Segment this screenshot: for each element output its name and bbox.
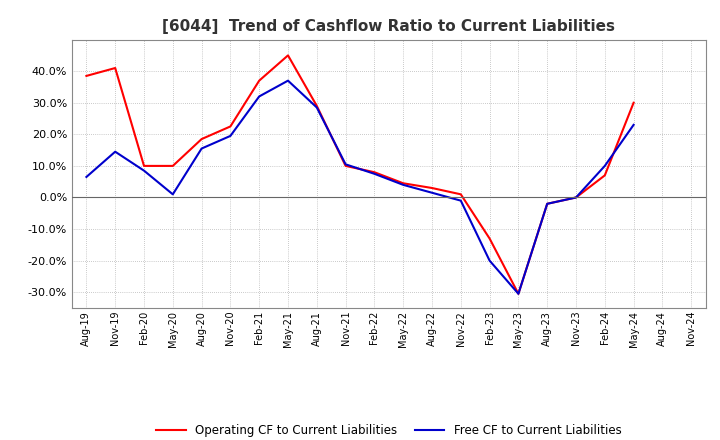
Free CF to Current Liabilities: [312, 105, 321, 110]
Free CF to Current Liabilities: [140, 168, 148, 173]
Free CF to Current Liabilities: [485, 258, 494, 263]
Free CF to Current Liabilities: [600, 163, 609, 169]
Operating CF to Current Liabilities: [197, 136, 206, 142]
Free CF to Current Liabilities: [428, 190, 436, 195]
Free CF to Current Liabilities: [255, 94, 264, 99]
Free CF to Current Liabilities: [543, 201, 552, 206]
Free CF to Current Liabilities: [399, 182, 408, 187]
Operating CF to Current Liabilities: [428, 185, 436, 191]
Operating CF to Current Liabilities: [629, 100, 638, 106]
Operating CF to Current Liabilities: [370, 169, 379, 175]
Free CF to Current Liabilities: [341, 161, 350, 167]
Free CF to Current Liabilities: [82, 174, 91, 180]
Title: [6044]  Trend of Cashflow Ratio to Current Liabilities: [6044] Trend of Cashflow Ratio to Curren…: [162, 19, 616, 34]
Operating CF to Current Liabilities: [255, 78, 264, 83]
Operating CF to Current Liabilities: [111, 66, 120, 71]
Operating CF to Current Liabilities: [312, 103, 321, 109]
Operating CF to Current Liabilities: [82, 73, 91, 79]
Operating CF to Current Liabilities: [456, 192, 465, 197]
Operating CF to Current Liabilities: [514, 291, 523, 297]
Free CF to Current Liabilities: [456, 198, 465, 203]
Free CF to Current Liabilities: [572, 195, 580, 200]
Free CF to Current Liabilities: [168, 192, 177, 197]
Free CF to Current Liabilities: [514, 291, 523, 297]
Free CF to Current Liabilities: [111, 149, 120, 154]
Operating CF to Current Liabilities: [485, 236, 494, 241]
Operating CF to Current Liabilities: [168, 163, 177, 169]
Line: Free CF to Current Liabilities: Free CF to Current Liabilities: [86, 81, 634, 294]
Operating CF to Current Liabilities: [341, 163, 350, 169]
Operating CF to Current Liabilities: [543, 201, 552, 206]
Operating CF to Current Liabilities: [284, 53, 292, 58]
Line: Operating CF to Current Liabilities: Operating CF to Current Liabilities: [86, 55, 634, 294]
Free CF to Current Liabilities: [226, 133, 235, 139]
Operating CF to Current Liabilities: [600, 173, 609, 178]
Free CF to Current Liabilities: [629, 122, 638, 128]
Free CF to Current Liabilities: [370, 171, 379, 176]
Operating CF to Current Liabilities: [399, 181, 408, 186]
Operating CF to Current Liabilities: [140, 163, 148, 169]
Legend: Operating CF to Current Liabilities, Free CF to Current Liabilities: Operating CF to Current Liabilities, Fre…: [151, 419, 626, 440]
Free CF to Current Liabilities: [197, 146, 206, 151]
Operating CF to Current Liabilities: [572, 195, 580, 200]
Free CF to Current Liabilities: [284, 78, 292, 83]
Operating CF to Current Liabilities: [226, 124, 235, 129]
